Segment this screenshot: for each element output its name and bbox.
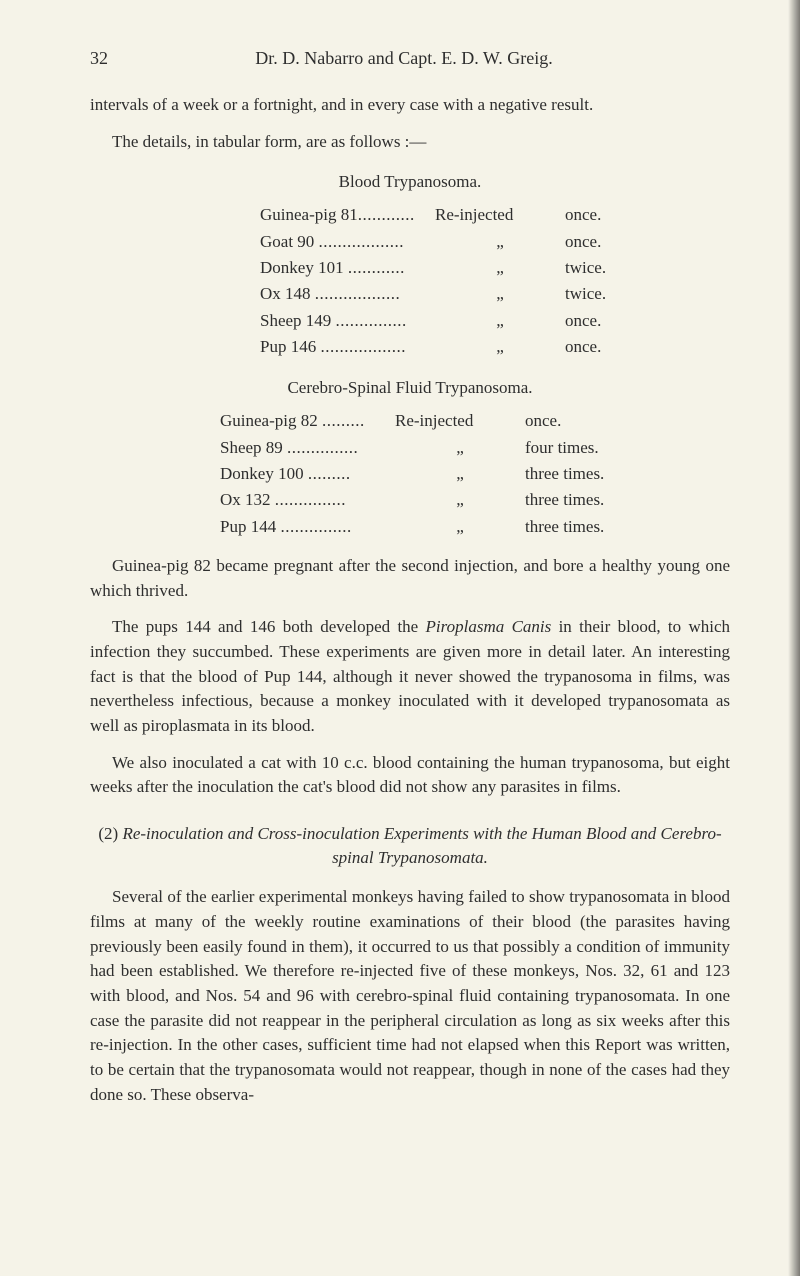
table-row: Donkey 101 ............ „ twice. [260,255,730,281]
table1-title: Blood Trypanosoma. [90,172,730,192]
page-header: 32 Dr. D. Nabarro and Capt. E. D. W. Gre… [90,48,730,69]
table-row: Goat 90 .................. „ once. [260,229,730,255]
table-row: Ox 148 .................. „ twice. [260,281,730,307]
paragraph-intervals: intervals of a week or a fortnight, and … [90,93,730,118]
table-blood-trypanosoma: Guinea-pig 81............ Re-injected on… [260,202,730,360]
table-row: Sheep 149 ............... „ once. [260,308,730,334]
table-row: Ox 132 ............... „ three times. [220,487,730,513]
table-row: Pup 146 .................. „ once. [260,334,730,360]
table-row: Donkey 100 ......... „ three times. [220,461,730,487]
paragraph-cat-inoculation: We also inoculated a cat with 10 c.c. bl… [90,751,730,800]
table2-title: Cerebro-Spinal Fluid Trypanosoma. [90,378,730,398]
paragraph-details: The details, in tabular form, are as fol… [90,130,730,155]
table-row: Sheep 89 ............... „ four times. [220,435,730,461]
paragraph-guinea-pig-82: Guinea-pig 82 became pregnant after the … [90,554,730,603]
table-cerebro-spinal: Guinea-pig 82 ......... Re-injected once… [220,408,730,540]
paragraph-pups-144-146: The pups 144 and 146 both developed the … [90,615,730,738]
subheading-2: (2) Re-inoculation and Cross-inoculation… [90,822,730,870]
table-row: Guinea-pig 82 ......... Re-injected once… [220,408,730,434]
paragraph-several-monkeys: Several of the earlier experimental monk… [90,885,730,1107]
table-row: Guinea-pig 81............ Re-injected on… [260,202,730,228]
table-row: Pup 144 ............... „ three times. [220,514,730,540]
page-number: 32 [90,48,108,69]
running-head: Dr. D. Nabarro and Capt. E. D. W. Greig. [108,48,700,69]
